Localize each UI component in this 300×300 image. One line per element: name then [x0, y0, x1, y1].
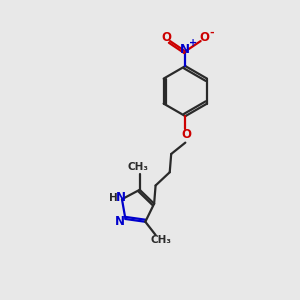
- Text: +: +: [189, 38, 197, 48]
- Text: O: O: [199, 31, 209, 44]
- Text: CH₃: CH₃: [150, 235, 171, 245]
- Text: N: N: [116, 191, 125, 204]
- Text: H: H: [109, 193, 118, 203]
- Text: O: O: [181, 128, 191, 141]
- Text: CH₃: CH₃: [128, 162, 149, 172]
- Text: N: N: [115, 215, 125, 228]
- Text: O: O: [161, 31, 172, 44]
- Text: N: N: [180, 43, 190, 56]
- Text: -: -: [209, 28, 214, 38]
